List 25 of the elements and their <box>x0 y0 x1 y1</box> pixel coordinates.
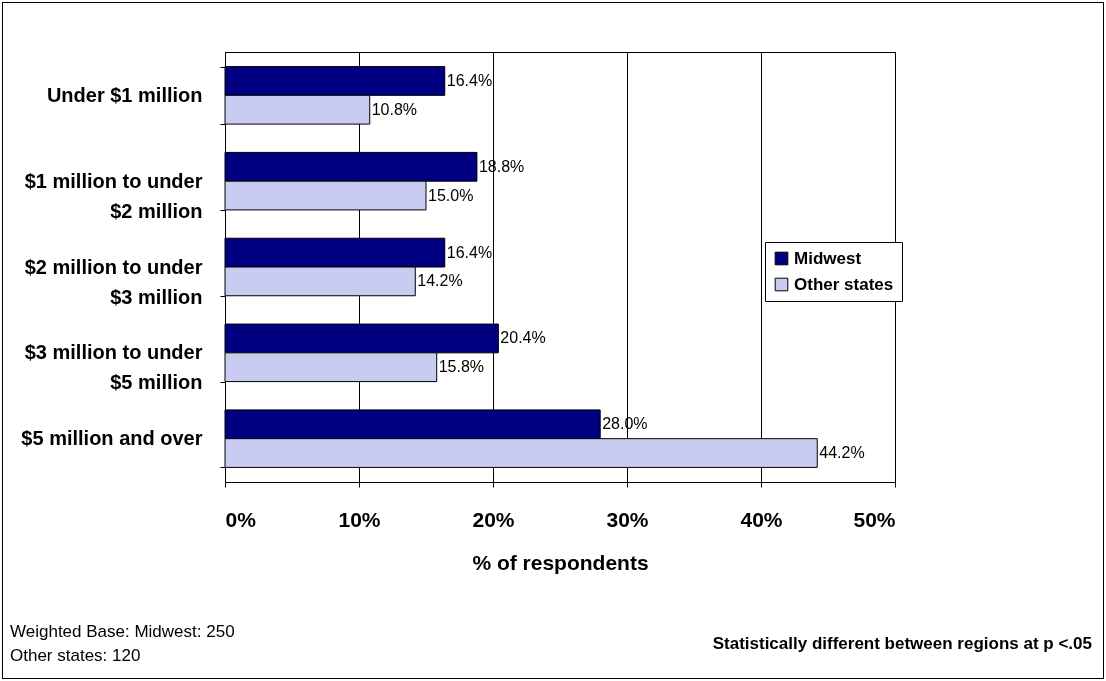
x-tick-label: 40% <box>740 507 783 531</box>
y-tick-label: $3 million to under $5 million <box>24 341 203 394</box>
data-label: 10.8% <box>371 100 418 118</box>
text: Other states: 120 <box>10 646 141 666</box>
y-tick-label: $2 million to under $3 million <box>24 255 203 308</box>
text: Statistically different between regions at p <.05 <box>712 634 1092 654</box>
legend-label: Other states <box>794 274 894 294</box>
x-axis-title: % of respondents <box>472 550 649 574</box>
y-tick-label: Under $1 million <box>46 83 203 106</box>
y-tick-label: $5 million and over <box>21 427 203 450</box>
x-tick-label: 20% <box>472 507 515 531</box>
data-label: 44.2% <box>819 444 865 462</box>
data-label: 20.4% <box>500 329 546 347</box>
x-tick-label: 0% <box>225 507 257 531</box>
x-tick-label: 30% <box>606 507 649 531</box>
text: Weighted Base: Midwest: 250 <box>10 622 235 642</box>
data-label: 15.8% <box>438 358 485 376</box>
data-label: 16.4% <box>446 243 493 261</box>
legend-label: Midwest <box>794 248 862 268</box>
x-tick-label: 50% <box>853 507 896 531</box>
data-label: 15.0% <box>428 186 474 204</box>
y-tick-label: $1 million to under $2 million <box>24 169 203 222</box>
data-label: 16.4% <box>446 71 493 89</box>
x-tick-label: 10% <box>338 507 381 531</box>
data-label: 14.2% <box>417 272 463 290</box>
